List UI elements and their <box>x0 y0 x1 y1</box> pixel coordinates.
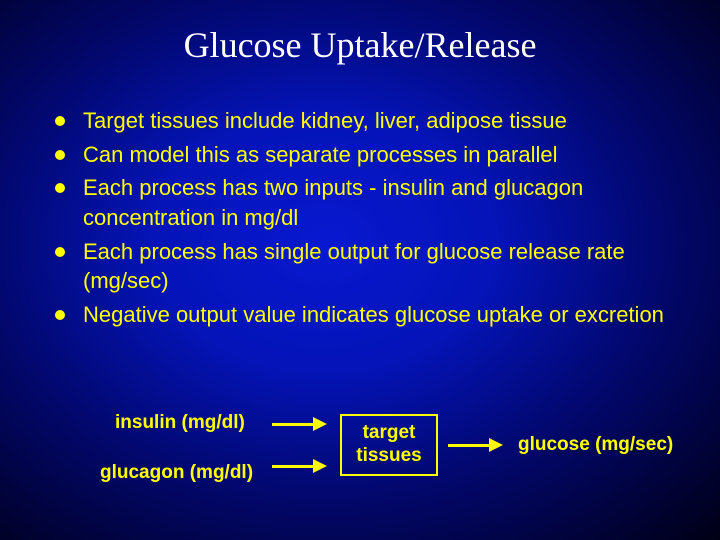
output-label: glucose (mg/sec) <box>518 434 673 456</box>
bullet-text: Negative output value indicates glucose … <box>83 300 680 330</box>
list-item: Each process has two inputs - insulin an… <box>55 173 680 232</box>
list-item: Negative output value indicates glucose … <box>55 300 680 330</box>
bullet-list: Target tissues include kidney, liver, ad… <box>0 76 720 330</box>
bullet-icon <box>55 310 65 320</box>
arrow-shaft <box>272 423 314 426</box>
list-item: Each process has single output for gluco… <box>55 237 680 296</box>
arrow-shaft <box>272 465 314 468</box>
list-item: Can model this as separate processes in … <box>55 140 680 170</box>
arrow-shaft <box>448 444 490 447</box>
bullet-icon <box>55 116 65 126</box>
box-line: target <box>363 422 416 445</box>
bullet-text: Can model this as separate processes in … <box>83 140 680 170</box>
input-label-top: insulin (mg/dl) <box>115 412 245 434</box>
arrow-head-icon <box>313 459 327 473</box>
bullet-icon <box>55 150 65 160</box>
bullet-text: Target tissues include kidney, liver, ad… <box>83 106 680 136</box>
bullet-text: Each process has two inputs - insulin an… <box>83 173 680 232</box>
list-item: Target tissues include kidney, liver, ad… <box>55 106 680 136</box>
bullet-text: Each process has single output for gluco… <box>83 237 680 296</box>
slide-title: Glucose Uptake/Release <box>0 0 720 76</box>
arrow-head-icon <box>489 438 503 452</box>
box-line: tissues <box>356 445 421 468</box>
bullet-icon <box>55 183 65 193</box>
target-box: target tissues <box>340 414 438 476</box>
input-label-bottom: glucagon (mg/dl) <box>100 462 253 484</box>
bullet-icon <box>55 247 65 257</box>
arrow-head-icon <box>313 417 327 431</box>
flow-diagram: insulin (mg/dl) glucagon (mg/dl) target … <box>0 400 720 520</box>
